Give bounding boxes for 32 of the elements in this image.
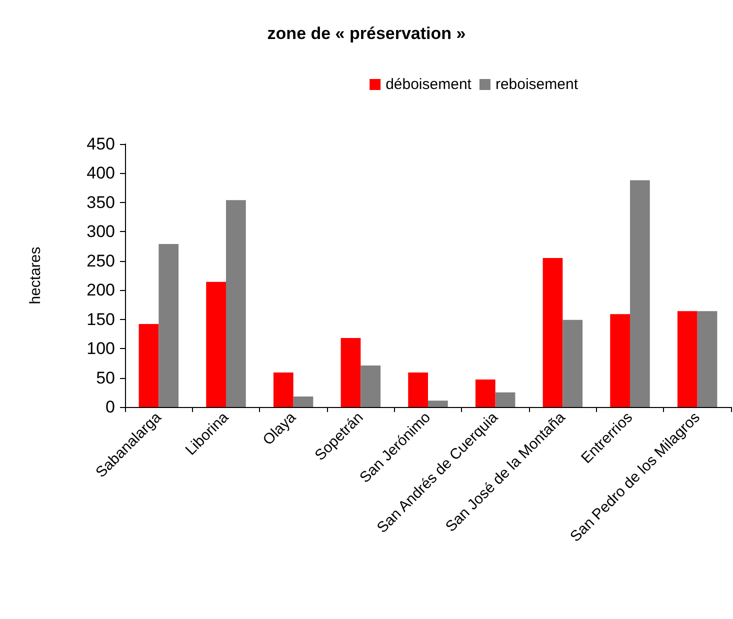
bar [158, 244, 179, 407]
bar [697, 311, 718, 407]
bar [610, 314, 630, 407]
y-tick-label: 450 [86, 134, 115, 154]
chart-title: zone de « préservation » [267, 24, 466, 43]
bar [428, 400, 448, 407]
bar [360, 366, 381, 407]
bar [273, 372, 294, 407]
y-tick-label: 200 [86, 280, 115, 300]
legend-label: reboisement [495, 76, 579, 93]
bar [206, 282, 226, 407]
bar [226, 200, 246, 407]
bar [475, 380, 496, 407]
bar [138, 324, 159, 407]
bar [340, 338, 361, 407]
y-tick-label: 50 [96, 368, 115, 388]
legend-label: déboisement [386, 76, 472, 93]
bar [562, 320, 583, 407]
bar [630, 180, 650, 407]
bar [293, 396, 314, 407]
y-tick-label: 350 [86, 192, 115, 212]
bar [408, 372, 428, 407]
y-tick-label: 250 [86, 251, 115, 270]
y-tick-label: 100 [86, 339, 115, 358]
y-axis-title: hectares [27, 246, 44, 304]
y-tick-label: 300 [86, 222, 115, 242]
y-tick-label: 150 [86, 310, 115, 329]
bar [495, 392, 516, 407]
bar [677, 311, 698, 407]
y-tick-label: 0 [106, 398, 115, 416]
y-tick-label: 400 [86, 164, 115, 183]
bar [542, 258, 563, 407]
